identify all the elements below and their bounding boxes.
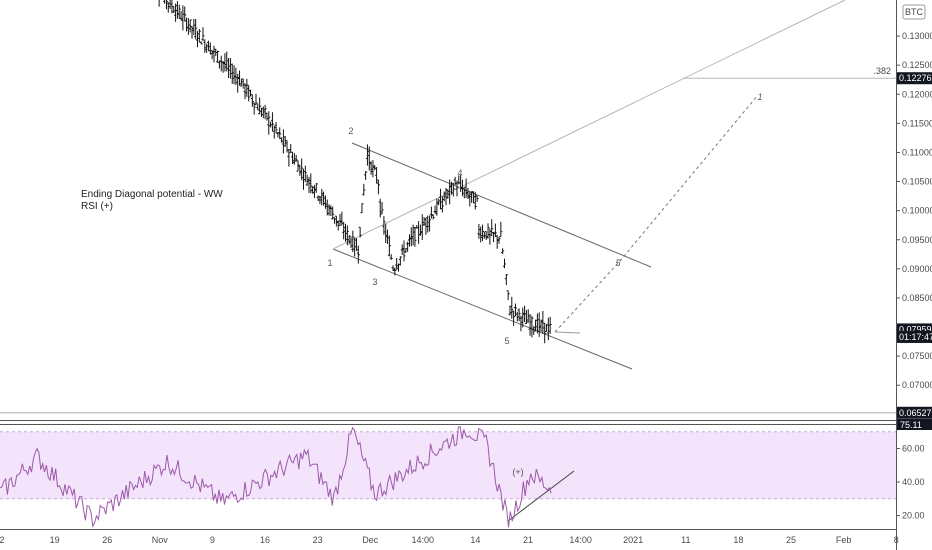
price-bars [158,0,552,344]
rsi-tick-label: 60.00 [902,443,925,453]
rsi-value-tag: 75.11 [897,419,932,430]
price-tick-label: 0.12000 [902,89,932,99]
time-tick-label: 2 [0,535,5,545]
price-tick-label: 0.12500 [902,60,932,70]
time-tick-label: 8 [894,535,899,545]
price-tag-label: 0.07959 [899,324,932,334]
price-tick-label: 0.10000 [902,206,932,216]
time-tick-label: 11 [681,535,690,545]
time-axis[interactable]: 2 19 26 Nov 9 16 23 Dec 14:00 14 21 14:00 2021 11 18 25… [0,535,899,545]
projection-label-5: 5 [615,258,621,268]
time-tick-label: Dec [362,535,379,545]
rsi-axis[interactable]: 60.00 40.00 20.00 [896,443,925,521]
annotation-line-2: RSI (+) [81,201,113,212]
time-tick-label: 16 [260,535,270,545]
price-tick-label: 0.11000 [902,147,932,157]
wave-label-3: 3 [372,277,377,287]
time-tick-label: Feb [836,535,852,545]
time-tick-label: 18 [733,535,743,545]
price-tag-bg [897,330,932,343]
projection-path[interactable] [554,94,759,333]
time-tick-label: 14 [470,535,480,545]
price-tick-label: 0.08500 [902,293,932,303]
price-tick-label: 0.07000 [902,380,932,390]
price-tick-label: 0.11500 [902,118,932,128]
price-tick-label: 0.09000 [902,264,932,274]
time-tick-label: 25 [786,535,796,545]
rsi-value-tag-bg [897,419,932,430]
time-tick-label: Nov [152,535,169,545]
wave-label-2: 2 [348,126,353,136]
currency-label: BTC [905,7,924,17]
time-tick-label: 19 [50,535,60,545]
wave-end-line[interactable] [554,331,581,334]
price-tick-label: 0.13000 [902,31,932,41]
time-tick-label: 23 [313,535,323,545]
lower-channel-line[interactable] [332,248,633,370]
upper-channel-line[interactable] [351,142,652,268]
time-tick-label: 14:00 [412,535,435,545]
price-tag-bg [897,72,932,85]
time-tick-label: 21 [523,535,533,545]
rsi-tick-label: 20.00 [902,511,925,521]
annotation-line-1: Ending Diagonal potential - WW [81,189,223,200]
rsi-tick-label: 40.00 [902,477,925,487]
wave-label-4: 4 [457,168,462,178]
price-tag-label: 01:17:47 [899,332,932,342]
price-axis[interactable]: 0.13000 0.12500 0.12000 0.11500 0.11000 0.105… [896,31,932,419]
price-tick-label: 0.09500 [902,235,932,245]
time-tick-label: 9 [210,535,215,545]
rsi-divergence-line[interactable] [507,470,575,522]
time-tick-label: 26 [102,535,112,545]
price-tag-label: 0.06527 [899,408,932,418]
diagonal-trend-line[interactable] [332,0,846,250]
currency-badge[interactable] [902,4,926,20]
wave-label-1: 1 [327,258,332,268]
drawings[interactable] [332,0,896,522]
wave-label-5: 5 [504,336,509,346]
rsi-line [0,426,552,528]
price-tag-label: 0.12276 [899,73,932,83]
fib-level-label: .382 [873,66,891,76]
projection-label-1: 1 [757,92,762,102]
price-tick-label: 0.07500 [902,351,932,361]
time-tick-label: 14:00 [569,535,592,545]
price-tick-label: 0.10500 [902,177,932,187]
price-tag-bg [897,406,932,419]
time-tick-label: 2021 [623,535,643,545]
rsi-plus-label: (+) [512,467,523,477]
rsi-value-tag-text: 75.11 [900,420,922,430]
